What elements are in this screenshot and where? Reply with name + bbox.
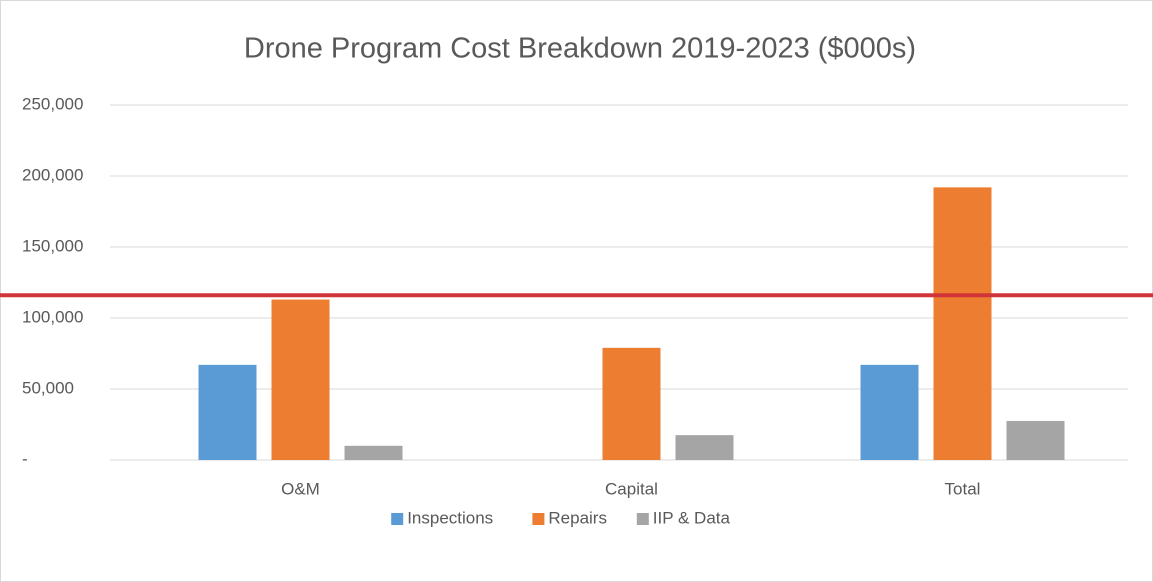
y-tick-label: - xyxy=(22,449,28,468)
legend-swatch xyxy=(391,513,404,525)
bar xyxy=(344,445,403,460)
bar xyxy=(271,299,330,460)
x-tick-label: Capital xyxy=(605,479,658,498)
x-tick-label: Total xyxy=(945,479,981,498)
y-tick-label: 50,000 xyxy=(22,378,74,397)
legend-label: IIP & Data xyxy=(653,508,731,527)
legend-label: Repairs xyxy=(548,508,607,527)
legend-label: Inspections xyxy=(407,508,493,527)
y-tick-label: 100,000 xyxy=(22,307,83,326)
bar xyxy=(860,364,919,460)
bar xyxy=(198,364,257,460)
x-tick-label: O&M xyxy=(281,479,320,498)
y-tick-label: 150,000 xyxy=(22,236,83,255)
bar xyxy=(933,187,992,461)
bar xyxy=(602,347,661,460)
y-tick-label: 250,000 xyxy=(22,94,83,113)
legend-swatch xyxy=(636,513,649,525)
bar xyxy=(1006,420,1065,460)
legend-swatch xyxy=(532,513,545,525)
y-tick-label: 200,000 xyxy=(22,165,83,184)
bar xyxy=(675,435,734,460)
chart-title: Drone Program Cost Breakdown 2019-2023 (… xyxy=(244,33,916,65)
